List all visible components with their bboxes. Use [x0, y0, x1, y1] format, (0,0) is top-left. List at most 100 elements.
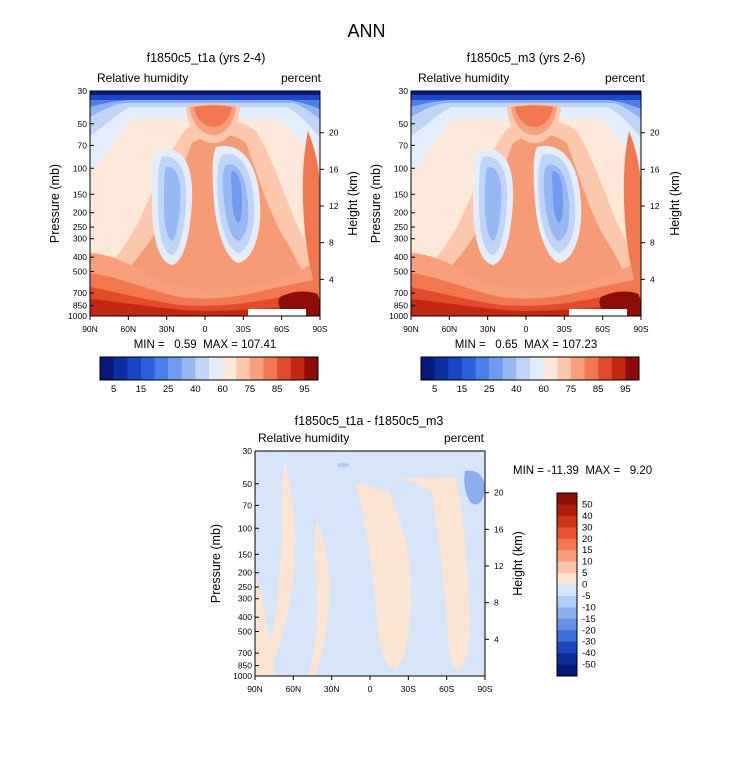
- latitude-axis: 90N 60N 30N 0 30S 60S 90S: [403, 316, 649, 334]
- height-tick-label: 4: [650, 274, 655, 284]
- colorbar-label: 40: [511, 384, 522, 395]
- colorbar-swatch: [113, 357, 128, 380]
- pressure-tick-label: 70: [78, 140, 88, 150]
- latitude-tick-label: 60S: [595, 324, 610, 334]
- pressure-tick-label: 30: [399, 86, 409, 96]
- colorbar: 5 15 25 40 60 75 85 95: [99, 356, 319, 395]
- panel-right: f1850c5_m3 (yrs 2-6) Relative humidity p…: [369, 51, 682, 395]
- colorbar-label: 75: [245, 384, 256, 395]
- min-max-stats: MIN = 0.65 MAX = 107.23: [455, 339, 598, 351]
- colorbar-label: 50: [582, 499, 593, 510]
- colorbar-swatch: [557, 561, 577, 574]
- colorbar-swatch: [421, 357, 435, 380]
- colorbar-label: -10: [582, 602, 596, 613]
- pressure-tick-label: 150: [394, 189, 408, 199]
- latitude-tick-label: 0: [368, 684, 373, 694]
- pressure-tick-label: 50: [399, 119, 409, 129]
- colorbar-label: -15: [582, 614, 596, 625]
- colorbar-label: 20: [582, 534, 593, 545]
- figure-title: ANN: [347, 21, 385, 41]
- units-label: percent: [605, 71, 646, 85]
- y-axis-title: Pressure (mb): [209, 524, 223, 603]
- height-tick-label: 12: [650, 201, 660, 211]
- colorbar-swatch: [543, 357, 558, 380]
- colorbar-label: 60: [217, 384, 228, 395]
- field-name-label: Relative humidity: [258, 431, 349, 445]
- height-tick-label: 20: [329, 128, 339, 138]
- pressure-tick-label: 250: [73, 222, 87, 232]
- height-tick-label: 16: [329, 164, 339, 174]
- pressure-tick-label: 700: [73, 288, 87, 298]
- field-name-label: Relative humidity: [418, 71, 509, 85]
- latitude-tick-label: 90N: [82, 324, 98, 334]
- latitude-tick-label: 30S: [401, 684, 416, 694]
- height-tick-label: 16: [494, 524, 504, 534]
- colorbar-swatch: [557, 493, 577, 505]
- pressure-tick-label: 30: [78, 86, 88, 96]
- latitude-tick-label: 30N: [324, 684, 340, 694]
- pressure-tick-label: 50: [243, 479, 253, 489]
- colorbar-swatch: [434, 357, 449, 380]
- height-tick-label: 12: [494, 561, 504, 571]
- colorbar-swatch: [557, 573, 577, 585]
- colorbar-swatch: [557, 664, 577, 677]
- colorbar-swatch: [277, 357, 292, 380]
- colorbar-swatch: [290, 357, 305, 380]
- colorbar-swatch: [209, 357, 223, 380]
- colorbar-label: 10: [582, 557, 593, 568]
- height-tick-label: 16: [650, 164, 660, 174]
- colorbar-label: 40: [190, 384, 201, 395]
- latitude-tick-label: 30S: [557, 324, 572, 334]
- pressure-tick-label: 850: [394, 301, 408, 311]
- colorbar-label: 5: [432, 384, 437, 395]
- colorbar-label: 25: [163, 384, 174, 395]
- pressure-tick-label: 400: [73, 252, 87, 262]
- colorbar-swatch: [557, 595, 577, 608]
- pressure-tick-label: 850: [73, 301, 87, 311]
- pressure-tick-label: 1000: [233, 671, 252, 681]
- latitude-tick-label: 90S: [312, 324, 327, 334]
- latitude-tick-label: 60N: [442, 324, 458, 334]
- latitude-tick-label: 90S: [477, 684, 492, 694]
- colorbar-swatch: [570, 357, 585, 380]
- units-label: percent: [444, 431, 485, 445]
- height-tick-label: 12: [329, 201, 339, 211]
- colorbar-swatch: [181, 357, 196, 380]
- colorbar-swatch: [475, 357, 490, 380]
- colorbar-label: 15: [582, 545, 593, 556]
- colorbar-swatch: [502, 357, 517, 380]
- contour-field: [411, 91, 641, 316]
- colorbar-frame: [556, 492, 578, 677]
- height-axis: 20 16 12 8 4: [485, 488, 504, 644]
- y2-axis-title: Height (km): [668, 171, 682, 236]
- pressure-tick-label: 100: [238, 523, 252, 533]
- colorbar-label: -20: [582, 625, 596, 636]
- pressure-tick-label: 70: [399, 140, 409, 150]
- pressure-tick-label: 1000: [68, 311, 87, 321]
- pressure-tick-label: 1000: [389, 311, 408, 321]
- colorbar-swatch: [611, 357, 626, 380]
- height-tick-label: 8: [329, 238, 334, 248]
- panel-difference: f1850c5_t1a - f1850c5_m3 Relative humidi…: [209, 414, 652, 694]
- pressure-tick-label: 200: [394, 208, 408, 218]
- colorbar-swatch: [557, 641, 577, 654]
- colorbar-label: -30: [582, 637, 596, 648]
- colorbar-swatch: [557, 515, 577, 528]
- pressure-tick-label: 400: [238, 612, 252, 622]
- colorbar-frame: [99, 356, 319, 381]
- pressure-tick-label: 70: [243, 500, 253, 510]
- colorbar: 5 15 25 40 60 75 85 95: [420, 356, 640, 395]
- height-tick-label: 8: [494, 598, 499, 608]
- colorbar-swatch: [195, 357, 210, 380]
- colorbar-label: -50: [582, 660, 596, 671]
- colorbar-label: -40: [582, 648, 596, 659]
- colorbar-label: 15: [457, 384, 468, 395]
- pressure-tick-label: 200: [238, 568, 252, 578]
- colorbar-swatch: [236, 357, 251, 380]
- colorbar-swatch: [557, 550, 577, 562]
- min-max-stats: MIN = 0.59 MAX = 107.41: [134, 339, 277, 351]
- pressure-tick-label: 500: [394, 267, 408, 277]
